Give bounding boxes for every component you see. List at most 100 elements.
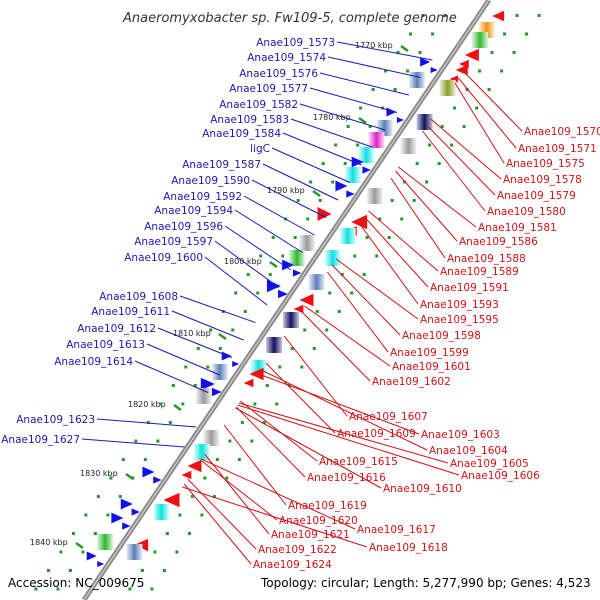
minor-tick [368, 125, 372, 128]
minor-tick [259, 254, 263, 258]
minor-tick [271, 236, 275, 239]
minor-tick [353, 254, 357, 258]
minor-tick [321, 162, 325, 165]
genome-title: Anaeromyxobacter sp. Fw109-5, complete g… [122, 11, 457, 26]
gene-label-right: Anae109_1602 [372, 376, 451, 388]
minor-tick [384, 69, 388, 73]
minor-tick [359, 106, 363, 110]
minor-tick [187, 532, 191, 535]
gene-label-right: Anae109_1603 [421, 429, 500, 441]
minor-tick [356, 143, 360, 147]
gene-label-left: Anae109_1594 [154, 205, 233, 217]
gene-arrow [86, 551, 97, 561]
gene-arrow [120, 498, 133, 510]
gene-arrow [420, 57, 431, 67]
minor-tick [225, 476, 229, 480]
minor-tick [68, 569, 72, 572]
gene-label-left: Anae109_1613 [66, 339, 145, 351]
minor-tick [162, 569, 166, 572]
minor-tick [212, 495, 216, 498]
gene-block [211, 364, 228, 380]
minor-tick [275, 402, 279, 406]
topology-text: Topology: circular; Length: 5,277,990 bp… [260, 576, 591, 590]
minor-tick [437, 162, 441, 165]
minor-tick [375, 254, 379, 258]
kbp-tick [75, 541, 84, 550]
minor-tick [268, 273, 272, 276]
minor-tick [350, 291, 354, 295]
gene-block [416, 114, 433, 130]
gene-block [324, 250, 341, 266]
gene-arrow [293, 304, 304, 314]
minor-tick [143, 458, 147, 461]
minor-tick [409, 32, 413, 36]
gene-arrow [153, 476, 162, 484]
minor-tick [96, 495, 100, 498]
minor-tick [431, 32, 435, 36]
gene-label-left: Anae109_1623 [16, 414, 95, 426]
minor-tick [46, 569, 50, 572]
gene-label-right: Anae109_1589 [440, 266, 519, 278]
gene-block [298, 235, 315, 251]
kbp-tick [269, 260, 278, 269]
minor-tick [293, 236, 297, 239]
minor-tick [81, 550, 85, 554]
gene-block [153, 504, 170, 520]
minor-tick [203, 476, 207, 480]
gene-label-right: Anae109_1622 [258, 544, 337, 556]
gene-block [339, 228, 356, 244]
gene-arrow [181, 470, 192, 480]
gene-label-left: Anae109_1574 [247, 52, 326, 64]
gene-labels: Anae109_1573 Anae109_1574 Anae109_1576 Anae… [1, 37, 600, 571]
gene-arrow [200, 377, 215, 391]
gene-label-right: Anae109_1591 [430, 282, 509, 294]
kbp-tick [218, 332, 227, 341]
gene-label-right: Anae109_1604 [429, 445, 508, 457]
gene-arrow [278, 289, 288, 299]
minor-tick [300, 365, 304, 369]
kbp-tick-label: 1830 kbp [80, 469, 118, 478]
gene-label-right: Anae109_1579 [497, 190, 576, 202]
gene-arrow [282, 259, 295, 271]
gene-label-right: Anae109_1599 [390, 347, 469, 359]
minor-tick [418, 51, 422, 54]
kbp-tick [358, 116, 367, 125]
minor-tick [159, 402, 163, 406]
gene-arrow [430, 67, 438, 73]
minor-tick [246, 273, 250, 276]
gene-label-left: Anae109_1614 [54, 356, 133, 368]
gene-label-left: ligC [250, 143, 270, 155]
minor-tick [278, 365, 282, 369]
minor-tick [421, 14, 425, 17]
kbp-tick [400, 44, 409, 53]
gene-block [344, 167, 361, 183]
minor-tick [171, 384, 175, 387]
minor-tick [71, 532, 75, 535]
gene-arrow [351, 214, 368, 230]
gene-arrow [362, 166, 371, 174]
minor-tick [390, 199, 394, 202]
gene-arrow [187, 459, 202, 473]
gene-arrow [492, 10, 505, 22]
minor-tick [231, 328, 235, 332]
gene-arrow [142, 466, 155, 478]
gene-block [400, 138, 417, 154]
gene-arrow [111, 512, 124, 524]
minor-tick [250, 439, 254, 443]
minor-tick [190, 495, 194, 498]
minor-tick [396, 51, 400, 54]
kbp-tick-label: 1840 kbp [30, 538, 68, 547]
gene-label-right: Anae109_1619 [288, 500, 367, 512]
gene-label-right: Anae109_1571 [518, 143, 597, 155]
minor-tick [215, 458, 219, 461]
gene-block [472, 32, 488, 48]
minor-tick [196, 347, 200, 350]
minor-tick [387, 236, 391, 239]
gene-arrow [299, 293, 314, 307]
minor-tick [443, 14, 447, 17]
gene-arrow [163, 492, 180, 508]
gene-label-right: Anae109_1593 [420, 299, 499, 311]
gene-arrow [346, 190, 355, 198]
minor-tick [290, 347, 294, 350]
